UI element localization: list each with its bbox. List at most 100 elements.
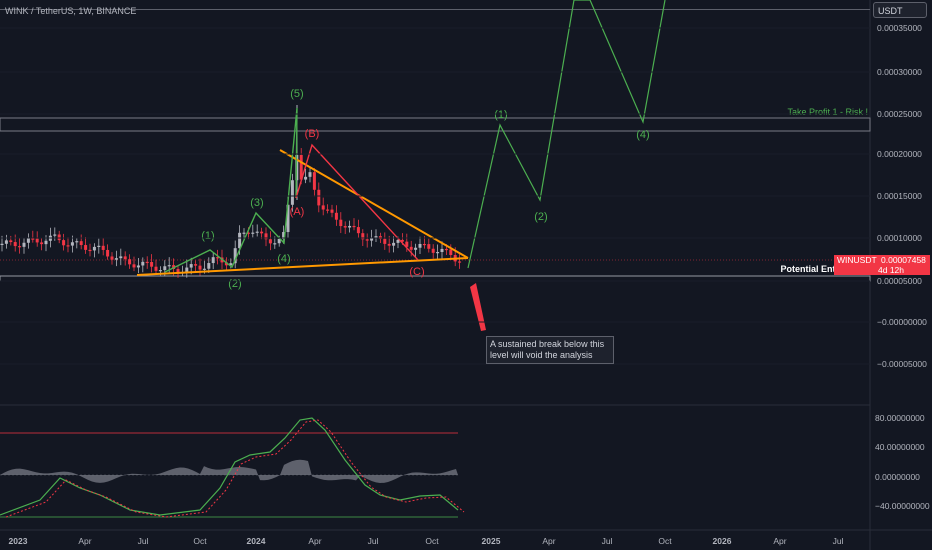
candle-body <box>282 232 286 239</box>
entry-zone-label: Potential Entry Zone <box>780 264 868 274</box>
candle-body <box>330 209 334 213</box>
candle-body <box>101 245 105 250</box>
time-axis-label: 2024 <box>247 536 266 546</box>
candle-body <box>242 232 246 234</box>
candle-body <box>216 257 220 259</box>
candle-body <box>4 240 8 244</box>
candle-body <box>321 205 325 210</box>
candle-body <box>405 241 409 247</box>
price-axis-label: −0.00005000 <box>877 359 927 369</box>
candle-body <box>444 248 448 251</box>
candle-body <box>119 256 123 259</box>
candle-body <box>277 238 281 244</box>
candle-body <box>18 246 22 248</box>
candle-body <box>383 238 387 244</box>
candle-body <box>31 238 35 240</box>
resistance-trendline[interactable] <box>279 149 469 259</box>
candle-body <box>343 226 347 228</box>
currency-badge[interactable]: USDT <box>873 2 927 18</box>
chart-title: WINK / TetherUS, 1W, BINANCE <box>5 6 137 16</box>
support-trendline[interactable] <box>136 257 469 276</box>
candle-body <box>75 241 79 243</box>
candle-body <box>97 245 101 247</box>
time-axis-label: Jul <box>833 536 844 546</box>
price-axis-label: −0.00000000 <box>877 317 927 327</box>
wave-2-label: (2) <box>228 278 241 290</box>
projection-2-label: (2) <box>534 211 547 223</box>
take-profit-label: Take Profit 1 - Risk ! <box>787 107 868 117</box>
indicator-axis[interactable]: 80.00000000 40.00000000 0.00000000 −40.0000… <box>875 413 930 511</box>
candle-body <box>158 270 162 272</box>
candle-body <box>370 237 374 241</box>
time-axis-label: Apr <box>542 536 555 546</box>
candle-body <box>211 257 215 264</box>
currency-badge-label: USDT <box>878 6 903 16</box>
candle-body <box>13 242 17 247</box>
candle-body <box>251 232 255 234</box>
candle-body <box>436 252 440 254</box>
candle-body <box>374 236 378 238</box>
candle-body <box>167 265 171 267</box>
projection-1-label: (1) <box>494 109 507 121</box>
candle-body <box>238 232 242 249</box>
candle-body <box>194 264 198 266</box>
candle-body <box>409 246 413 250</box>
price-tag: WINUSDT 0.00007458 4d 12h <box>834 255 930 275</box>
candle-body <box>70 242 74 246</box>
corrective-wave-path[interactable] <box>295 143 419 261</box>
candle-body <box>304 176 308 180</box>
time-axis-label: Jul <box>602 536 613 546</box>
candle-body <box>132 264 136 268</box>
candle-body <box>128 259 132 265</box>
warning-arrow <box>470 283 486 331</box>
candle-body <box>365 239 369 241</box>
time-axis-label: Oct <box>425 536 439 546</box>
top-boundary-line <box>0 9 870 10</box>
candle-body <box>290 180 294 205</box>
price-axis-label: 0.00015000 <box>877 191 922 201</box>
candle-body <box>114 258 118 260</box>
candle-body <box>246 232 250 234</box>
indicator-axis-label: 80.00000000 <box>875 413 925 423</box>
candle-body <box>84 245 88 250</box>
indicator-axis-label: −40.00000000 <box>875 501 930 511</box>
time-axis-label: 2026 <box>713 536 732 546</box>
candle-body <box>299 154 303 180</box>
impulse-wave-path[interactable] <box>164 107 298 273</box>
price-axis[interactable]: 0.00035000 0.00030000 0.00025000 0.00020000… <box>0 23 927 369</box>
candle-body <box>396 239 400 243</box>
candle-body <box>308 172 312 177</box>
candle-body <box>163 266 167 271</box>
candle-body <box>440 248 444 253</box>
candle-body <box>264 233 268 240</box>
candle-body <box>110 256 114 260</box>
candle-body <box>255 231 259 233</box>
candle-body <box>185 267 189 273</box>
candle-body <box>26 238 30 243</box>
candle-body <box>268 239 272 244</box>
candle-body <box>387 243 391 246</box>
candle-body <box>53 234 57 236</box>
candle-body <box>352 225 356 228</box>
candle-body <box>136 265 140 268</box>
candle-body <box>145 261 149 264</box>
candle-body <box>414 247 418 250</box>
wave-1-label: (1) <box>201 230 214 242</box>
price-axis-label: 0.00035000 <box>877 23 922 33</box>
candle-body <box>22 242 26 247</box>
price-axis-label: 0.00025000 <box>877 109 922 119</box>
time-axis-label: 2025 <box>482 536 501 546</box>
time-axis[interactable]: 2023 Apr Jul Oct 2024 Apr Jul Oct 2025 Apr Jul Oct 2… <box>9 536 844 546</box>
candle-body <box>189 264 193 268</box>
time-axis-label: 2023 <box>9 536 28 546</box>
candle-body <box>79 241 83 246</box>
wave-c-label: (C) <box>409 266 424 278</box>
take-profit-zone[interactable] <box>0 117 871 132</box>
candle-body <box>422 243 426 246</box>
price-tag-symbol: WINUSDT <box>837 255 877 265</box>
wave-a-label: (A) <box>290 206 305 218</box>
invalidation-callout[interactable]: A sustained break below this level will … <box>486 336 614 364</box>
projection-wave-path[interactable] <box>467 0 666 269</box>
